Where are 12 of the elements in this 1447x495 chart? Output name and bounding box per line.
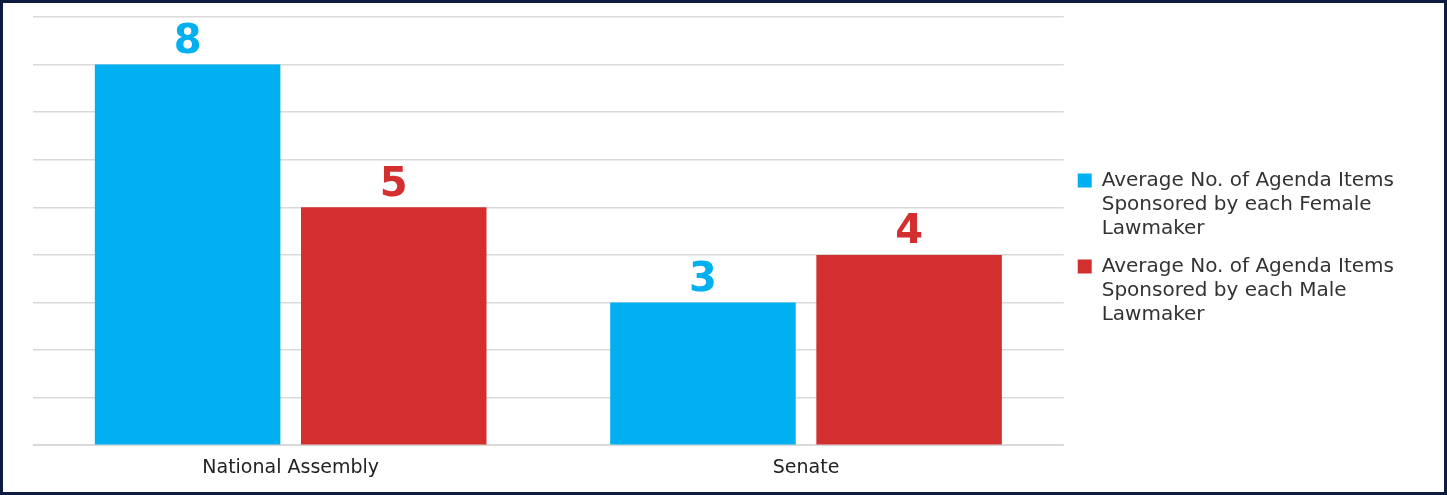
- x-tick-label: Senate: [772, 454, 840, 477]
- legend-label: Average No. of Agenda Items Sponsored by each Female Lawmaker: [1101, 166, 1394, 239]
- data-label: 4: [895, 206, 924, 253]
- x-tick-label: National Assembly: [202, 454, 380, 477]
- data-label: 3: [689, 253, 717, 300]
- bar: [300, 207, 487, 445]
- bar: [610, 302, 796, 445]
- bar: [94, 64, 281, 445]
- data-label: 5: [379, 158, 408, 205]
- bar: [816, 254, 1002, 445]
- legend-label: Average No. of Agenda Items Sponsored by each Male Lawmaker: [1101, 252, 1394, 325]
- data-label: 8: [173, 15, 202, 62]
